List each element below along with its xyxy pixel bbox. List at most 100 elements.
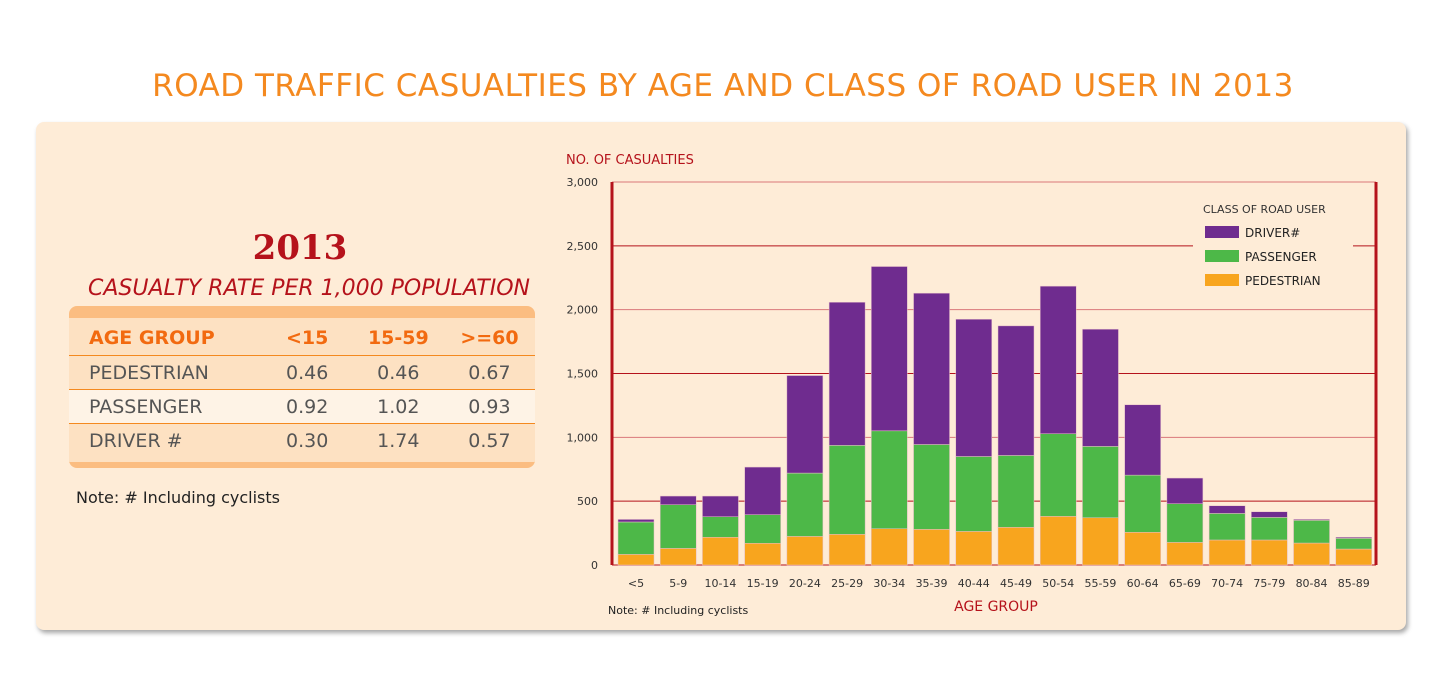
bar-driver: [1251, 511, 1288, 518]
bar-pedestrian: [744, 543, 781, 566]
x-tick-label: 15-19: [747, 577, 779, 590]
cell: PEDESTRIAN: [89, 361, 209, 384]
bar-pedestrian: [786, 536, 824, 566]
rate-year: 2013: [252, 228, 348, 268]
bar-passenger: [744, 514, 781, 544]
cell: 0.46: [377, 361, 420, 384]
cell: DRIVER #: [89, 429, 183, 452]
bar-passenger: [1251, 517, 1288, 541]
bar-driver: [659, 495, 697, 505]
cell: 1.02: [377, 395, 420, 418]
y-tick-label: 1,000: [567, 431, 599, 444]
cell: 0.57: [468, 429, 511, 452]
bar-driver: [997, 325, 1035, 456]
bar-pedestrian: [1082, 517, 1119, 566]
bar-driver: [1039, 285, 1077, 435]
bar-pedestrian: [1335, 548, 1373, 566]
bar-pedestrian: [617, 554, 655, 566]
bar-pedestrian: [913, 529, 950, 566]
bar-driver: [1335, 537, 1373, 539]
bar-driver: [1208, 505, 1246, 514]
bar-driver: [955, 318, 993, 457]
bar-pedestrian: [1166, 542, 1204, 566]
y-tick-label: 2,000: [567, 304, 599, 317]
rate-table: AGE GROUP <15 15-59 >=60 PEDESTRIAN 0.46 0.46…: [69, 306, 535, 468]
bar-driver: [1166, 477, 1204, 504]
legend-swatch: [1205, 274, 1239, 286]
table-row: PEDESTRIAN 0.46 0.46 0.67: [69, 355, 535, 389]
bar-passenger: [1335, 538, 1373, 550]
table-row: PASSENGER 0.92 1.02 0.93: [69, 389, 535, 423]
bar-passenger: [913, 444, 950, 530]
x-tick-label: 40-44: [958, 577, 990, 590]
y-tick-label: 1,500: [567, 368, 599, 381]
bar-driver: [828, 302, 866, 446]
bar-driver: [617, 519, 655, 523]
y-tick-label: 2,500: [567, 240, 599, 253]
x-tick-label: 65-69: [1169, 577, 1201, 590]
legend-swatch: [1205, 250, 1239, 262]
legend-label: PEDESTRIAN: [1245, 274, 1321, 288]
x-tick-label: <5: [628, 577, 644, 590]
page-title: ROAD TRAFFIC CASUALTIES BY AGE AND CLASS…: [152, 68, 1294, 104]
cell: 1.74: [377, 429, 420, 452]
bar-passenger: [1039, 433, 1077, 517]
x-tick-label: 50-54: [1042, 577, 1074, 590]
bar-pedestrian: [1039, 516, 1077, 566]
y-tick-label: 500: [577, 495, 598, 508]
bar-pedestrian: [702, 537, 739, 566]
bar-pedestrian: [1251, 539, 1288, 566]
x-tick-label: 70-74: [1211, 577, 1243, 590]
x-tick-label: 60-64: [1127, 577, 1159, 590]
header-cell: >=60: [460, 326, 519, 349]
bar-passenger: [997, 455, 1035, 528]
x-tick-label: 80-84: [1296, 577, 1328, 590]
bar-passenger: [1124, 474, 1161, 533]
header-cell: 15-59: [367, 326, 429, 349]
x-tick-label: 35-39: [916, 577, 948, 590]
cell: 0.46: [286, 361, 329, 384]
bar-passenger: [786, 472, 824, 537]
header-cell: AGE GROUP: [89, 326, 215, 349]
y-tick-label: 0: [591, 559, 598, 572]
cell: 0.92: [286, 395, 329, 418]
bar-pedestrian: [955, 531, 993, 566]
bar-driver: [702, 495, 739, 517]
legend-swatch: [1205, 226, 1239, 238]
x-tick-label: 25-29: [831, 577, 863, 590]
bar-passenger: [1208, 513, 1246, 541]
bar-pedestrian: [997, 527, 1035, 566]
rate-subtitle: CASUALTY RATE PER 1,000 POPULATION: [88, 276, 531, 301]
bar-pedestrian: [871, 528, 908, 566]
table-note: Note: # Including cyclists: [76, 488, 280, 507]
bar-passenger: [702, 516, 739, 538]
bar-passenger: [659, 504, 697, 549]
bar-driver: [1293, 519, 1330, 521]
bar-passenger: [955, 456, 993, 532]
cell: 0.67: [468, 361, 511, 384]
x-axis-label: AGE GROUP: [954, 599, 1038, 615]
x-tick-label: 30-34: [873, 577, 905, 590]
bar-passenger: [1082, 446, 1119, 519]
bar-driver: [871, 266, 908, 432]
cell: 0.93: [468, 395, 511, 418]
bar-pedestrian: [1124, 532, 1161, 566]
bar-pedestrian: [659, 548, 697, 566]
header-cell: <15: [286, 326, 329, 349]
cell: PASSENGER: [89, 395, 203, 418]
y-axis-label: NO. OF CASUALTIES: [566, 153, 694, 168]
bar-passenger: [1166, 503, 1204, 543]
chart-note: Note: # Including cyclists: [608, 604, 748, 617]
x-tick-label: 5-9: [669, 577, 687, 590]
bar-passenger: [871, 430, 908, 529]
y-tick-label: 3,000: [567, 176, 599, 189]
bar-driver: [1082, 328, 1119, 447]
bar-pedestrian: [828, 534, 866, 566]
bar-passenger: [1293, 520, 1330, 544]
bar-pedestrian: [1293, 542, 1330, 566]
legend-label: DRIVER#: [1245, 226, 1300, 240]
x-tick-label: 85-89: [1338, 577, 1370, 590]
x-tick-label: 45-49: [1000, 577, 1032, 590]
x-tick-label: 55-59: [1084, 577, 1116, 590]
